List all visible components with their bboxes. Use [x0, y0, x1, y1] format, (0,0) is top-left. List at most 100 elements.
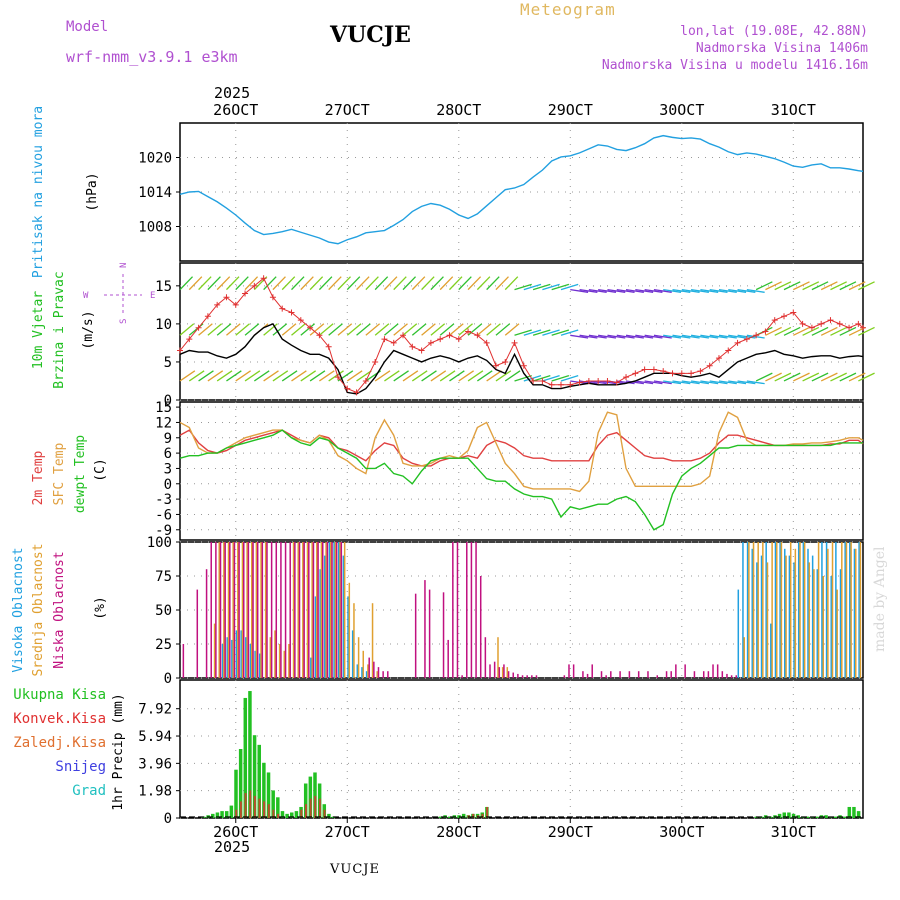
cloud-low-bar [424, 580, 426, 678]
panel-frame [179, 401, 864, 541]
cloud-mid-bar [269, 637, 272, 678]
wind-barb [495, 323, 511, 336]
y-tick-label: 1008 [138, 220, 172, 236]
model-elevation-label: Nadmorska Visina u modelu 1416.16m [601, 58, 868, 73]
pressure-axis-title: Pritisak na nivou mora [31, 106, 46, 278]
wind-barb [430, 370, 447, 382]
cloud-low-bar [340, 542, 343, 678]
cloud-low-bar [707, 671, 710, 678]
cloud-low-bar [243, 542, 245, 678]
precip-total-bar [782, 812, 787, 818]
cloud-low-bar [693, 671, 696, 678]
cloud-high-bar [746, 542, 749, 678]
wind-barb [579, 334, 598, 339]
wind-barb [430, 276, 444, 291]
gust-point-marker [446, 332, 453, 339]
wind-barb [700, 288, 719, 293]
wind-barb [532, 375, 551, 382]
y-tick-label: 5 [164, 355, 172, 371]
pressure-unit-label: (hPa) [85, 172, 100, 211]
gust-point-marker [186, 336, 193, 343]
precip-conv-bar [300, 809, 303, 818]
wind-barb [328, 370, 344, 382]
precip-conv-bar [267, 804, 270, 818]
wind-barb [579, 288, 598, 293]
wind-barb [263, 370, 279, 382]
x-tick-label-top: 31OCT [771, 101, 816, 119]
wind-barb [318, 323, 334, 336]
cloud-high-bar [756, 562, 758, 678]
gust-point-marker [437, 336, 444, 343]
y-tick-label: 0 [164, 393, 172, 409]
cloud-high-bar [765, 542, 767, 678]
wind-barb [281, 370, 298, 382]
wind-barb [272, 370, 289, 382]
temp2m-series-line [179, 429, 864, 467]
precip-total-bar [290, 812, 294, 818]
sfc-temp-series-line [179, 411, 864, 493]
cloud-high-bar [337, 542, 340, 678]
wind-barb [532, 283, 551, 291]
gust-point-marker [269, 294, 276, 301]
gust-point-marker [860, 324, 866, 331]
wind-barb [188, 370, 205, 382]
wind-barb [449, 370, 465, 382]
gust-point-marker [242, 290, 249, 297]
x-tick-label-bottom: 29OCT [548, 823, 593, 841]
wind-barb [421, 370, 437, 382]
wind-barb [216, 276, 231, 291]
wind-barb [514, 375, 532, 382]
wind-barb [551, 329, 570, 336]
cloud-mid-bar [813, 569, 815, 678]
precip-total-bar [266, 772, 271, 818]
cloud-mid-bar [376, 671, 378, 678]
wind-barb [514, 329, 532, 336]
cloud-low-bar [479, 576, 482, 678]
precip-snow-legend-label: Snijeg [55, 759, 106, 775]
cloud-high-bar [258, 653, 261, 678]
wind-barb [755, 281, 773, 291]
cloud-mid-bar [794, 548, 797, 678]
cloud-mid-bar [274, 630, 276, 678]
cloud-low-bar [280, 542, 282, 678]
wind-barb [858, 326, 875, 336]
cloud-low-bar [247, 542, 250, 678]
cloud-high-bar [249, 644, 252, 678]
wind-barb [467, 276, 482, 291]
cloud-low-bar [256, 542, 259, 678]
cloud-high-bar [770, 623, 772, 678]
gust-point-marker [557, 381, 564, 388]
y-tick-label: -6 [155, 507, 172, 523]
wind-barb [542, 283, 560, 291]
cloud-mid-bar [855, 548, 857, 678]
wind-barb [653, 380, 672, 385]
wind-barb [653, 288, 672, 293]
wind-barb [467, 323, 483, 336]
x-tick-label-top: 27OCT [325, 101, 370, 119]
precip-total-bar [856, 811, 861, 818]
y-tick-label: 1020 [138, 151, 172, 167]
wind-barb [830, 372, 847, 382]
cloud-mid-bar [827, 548, 829, 678]
wind-barb [746, 288, 765, 293]
cloud-high-bar [816, 569, 819, 678]
precip-hail-legend-label: Grad [72, 783, 106, 799]
cloud-low-bar [414, 593, 417, 678]
cloud-low-bar [270, 542, 273, 678]
cloud-mid-bar [218, 542, 220, 678]
cloud-mid-bar [232, 542, 234, 678]
cloud-low-bar [721, 671, 724, 678]
cloud-low-bar [563, 675, 566, 678]
cloud-low-bar [229, 542, 231, 678]
wind-barb [625, 380, 644, 385]
gust-point-marker [279, 305, 286, 312]
cloud-mid-bar [288, 644, 290, 678]
wind-barb [858, 281, 875, 291]
compass-east-label: E [150, 291, 155, 301]
precip-total-bar [257, 744, 261, 818]
wind-barb [346, 370, 363, 382]
cloud-mid-bar [367, 664, 369, 678]
gust-point-marker [799, 320, 806, 327]
gust-point-marker [623, 374, 630, 381]
wind-barb [309, 370, 326, 382]
